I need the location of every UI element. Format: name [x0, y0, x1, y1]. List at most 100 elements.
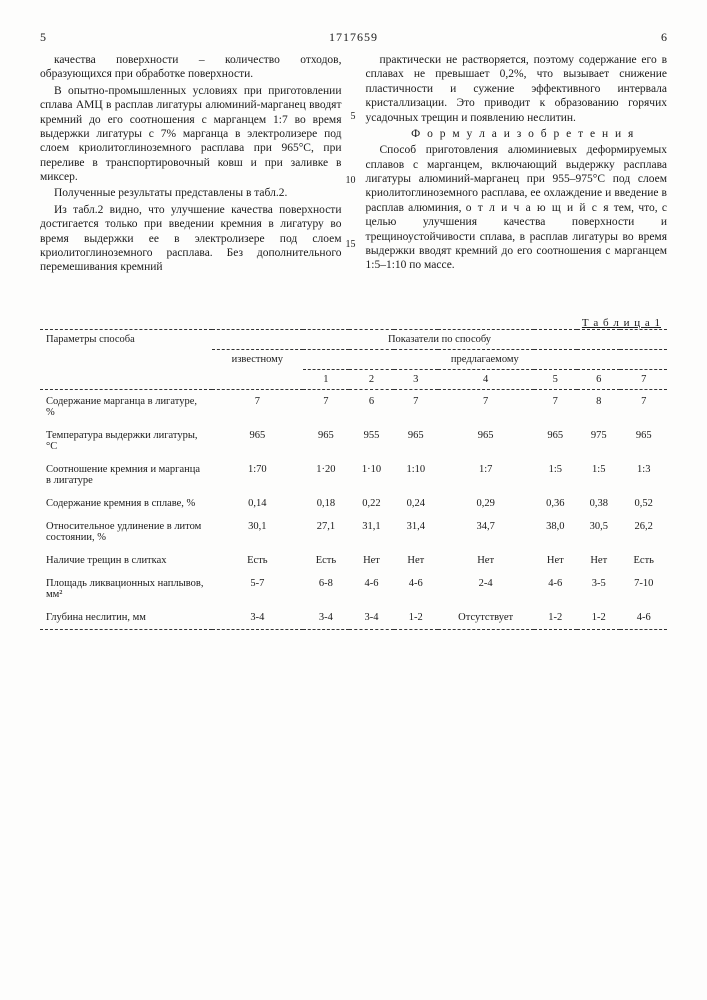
row-label: Содержание кремния в сплаве, %: [40, 492, 212, 515]
row-value: 6-8: [303, 572, 349, 606]
row-value: 3-5: [577, 572, 620, 606]
row-value: 7: [303, 389, 349, 424]
right-page-number: 6: [661, 30, 667, 45]
row-known: 965: [212, 424, 303, 458]
row-value: 4-6: [534, 572, 577, 606]
row-value: 7-10: [620, 572, 667, 606]
row-value: 0,36: [534, 492, 577, 515]
data-table: Параметры способа Показатели по способу …: [40, 329, 667, 630]
row-known: 30,1: [212, 515, 303, 549]
row-value: 965: [620, 424, 667, 458]
table-row: Относительное удлинение в литом состояни…: [40, 515, 667, 549]
table-header-row-1: Параметры способа Показатели по способу: [40, 329, 667, 349]
col-1: 1: [303, 369, 349, 389]
row-value: 4-6: [394, 572, 438, 606]
row-value: 1·20: [303, 458, 349, 492]
col-2: 2: [349, 369, 394, 389]
row-value: 1:5: [534, 458, 577, 492]
row-value: 7: [394, 389, 438, 424]
row-value: 965: [303, 424, 349, 458]
line-marker-5: 5: [351, 111, 356, 124]
row-value: 1:7: [438, 458, 534, 492]
row-known: 1:70: [212, 458, 303, 492]
row-value: 4-6: [349, 572, 394, 606]
param-header: Параметры способа: [40, 329, 212, 389]
known-header: известному: [212, 349, 303, 389]
row-value: 1·10: [349, 458, 394, 492]
row-value: 2-4: [438, 572, 534, 606]
row-label: Температура выдержки лигатуры, °С: [40, 424, 212, 458]
left-column: качества поверхности – количество отходо…: [40, 53, 342, 277]
row-value: 0,38: [577, 492, 620, 515]
row-value: 1-2: [534, 606, 577, 630]
row-label: Содержание марганца в лигатуре, %: [40, 389, 212, 424]
col-6: 6: [577, 369, 620, 389]
table-row: Температура выдержки лигатуры, °С9659659…: [40, 424, 667, 458]
page-header: 5 1717659 6: [40, 30, 667, 45]
row-value: 26,2: [620, 515, 667, 549]
row-known: 5-7: [212, 572, 303, 606]
table-body: Содержание марганца в лигатуре, %7767778…: [40, 389, 667, 629]
left-p3: Полученные результаты представлены в таб…: [40, 186, 342, 200]
table-row: Глубина неслитин, мм3-43-43-41-2Отсут­ст…: [40, 606, 667, 630]
right-column: практически не растворяется, поэтому сод…: [366, 53, 668, 277]
line-marker-10: 10: [346, 175, 356, 188]
row-known: 7: [212, 389, 303, 424]
row-value: 1:10: [394, 458, 438, 492]
row-value: 965: [394, 424, 438, 458]
row-value: 6: [349, 389, 394, 424]
row-value: 1-2: [577, 606, 620, 630]
right-p2: Способ приготовления алюминиевых деформи…: [366, 143, 668, 272]
row-value: Нет: [438, 549, 534, 572]
row-value: 31,1: [349, 515, 394, 549]
proposed-header: предлагаемому: [303, 349, 667, 369]
left-page-number: 5: [40, 30, 46, 45]
row-value: Нет: [394, 549, 438, 572]
table-row: Содержание марганца в лигатуре, %7767778…: [40, 389, 667, 424]
row-value: 965: [438, 424, 534, 458]
row-value: 3-4: [349, 606, 394, 630]
row-value: 1:3: [620, 458, 667, 492]
row-value: Нет: [577, 549, 620, 572]
col-7: 7: [620, 369, 667, 389]
row-label: Наличие трещин в слитках: [40, 549, 212, 572]
row-value: 1:5: [577, 458, 620, 492]
col-3: 3: [394, 369, 438, 389]
row-value: 4-6: [620, 606, 667, 630]
row-value: Есть: [620, 549, 667, 572]
row-value: Нет: [534, 549, 577, 572]
document-number: 1717659: [329, 30, 378, 45]
row-known: 0,14: [212, 492, 303, 515]
row-value: 31,4: [394, 515, 438, 549]
row-label: Глубина неслитин, мм: [40, 606, 212, 630]
left-p4: Из табл.2 видно, что улучшение качества …: [40, 203, 342, 275]
row-value: 955: [349, 424, 394, 458]
row-value: 0,18: [303, 492, 349, 515]
row-label: Соотношение кремния и марганца в лигатур…: [40, 458, 212, 492]
formula-title: Ф о р м у л а и з о б р е т е н и я: [366, 127, 668, 141]
left-p2: В опытно-промышленных условиях при приго…: [40, 84, 342, 185]
row-value: 7: [534, 389, 577, 424]
indicator-header: Показатели по способу: [212, 329, 667, 349]
row-value: 975: [577, 424, 620, 458]
row-value: Нет: [349, 549, 394, 572]
row-value: 3-4: [303, 606, 349, 630]
line-marker-15: 15: [346, 239, 356, 252]
row-value: 0,22: [349, 492, 394, 515]
row-value: 1-2: [394, 606, 438, 630]
row-label: Площадь ликвационных наплывов, мм²: [40, 572, 212, 606]
row-value: 7: [620, 389, 667, 424]
row-value: 0,24: [394, 492, 438, 515]
table-caption: Т а б л и ц а 1: [40, 317, 667, 329]
row-value: 27,1: [303, 515, 349, 549]
col-4: 4: [438, 369, 534, 389]
text-columns: качества поверхности – количество отходо…: [40, 53, 667, 277]
row-value: 0,52: [620, 492, 667, 515]
row-value: 38,0: [534, 515, 577, 549]
col-5: 5: [534, 369, 577, 389]
row-label: Относительное удлинение в литом состояни…: [40, 515, 212, 549]
row-value: 34,7: [438, 515, 534, 549]
row-value: Отсут­ствует: [438, 606, 534, 630]
row-value: 8: [577, 389, 620, 424]
row-value: 30,5: [577, 515, 620, 549]
